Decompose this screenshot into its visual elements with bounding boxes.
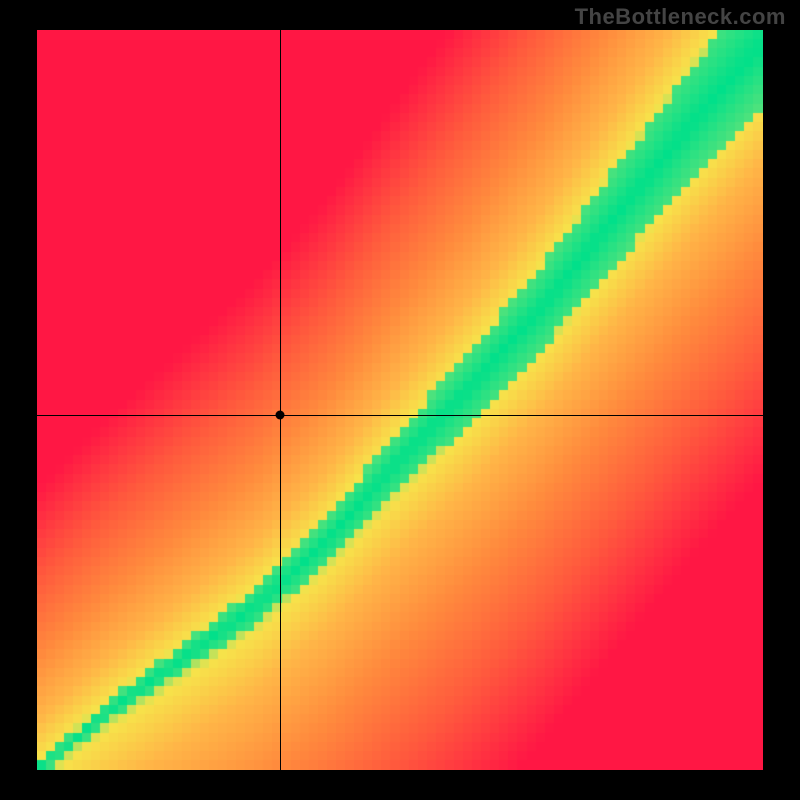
plot-area: [37, 30, 763, 770]
watermark-text: TheBottleneck.com: [575, 4, 786, 30]
crosshair-marker: [276, 410, 285, 419]
heatmap-canvas: [37, 30, 763, 770]
crosshair-vertical: [280, 30, 281, 770]
crosshair-horizontal: [37, 415, 763, 416]
